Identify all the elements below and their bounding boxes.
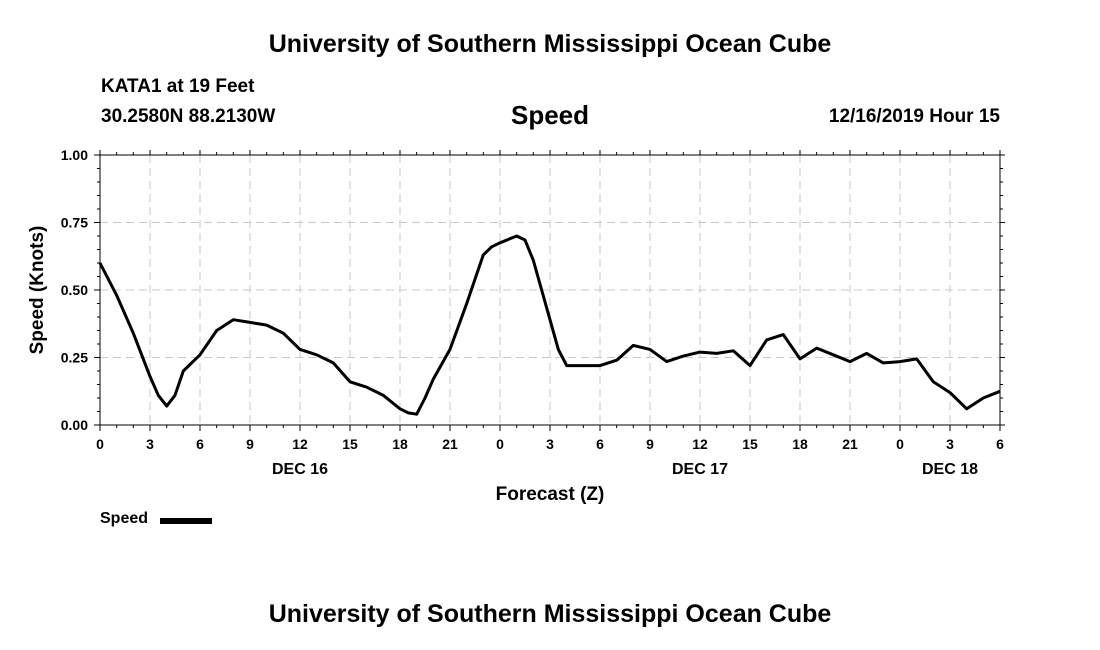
legend-label: Speed: [100, 510, 149, 527]
x-tick-label: 3: [146, 436, 154, 452]
x-tick-label: 12: [692, 436, 708, 452]
x-tick-label: 0: [896, 436, 904, 452]
x-axis-title: Forecast (Z): [496, 484, 605, 505]
x-tick-label: 12: [292, 436, 308, 452]
y-tick-label: 0.00: [61, 417, 88, 433]
y-tick-label: 0.50: [61, 282, 88, 298]
day-label: DEC 17: [672, 461, 728, 478]
top-title: University of Southern Mississippi Ocean…: [268, 30, 832, 58]
x-tick-label: 21: [442, 436, 458, 452]
x-tick-label: 6: [596, 436, 604, 452]
label-layer: 0 3 6 9 12 15 18 21 0 3 6 9 12 15 18 21 0 3 6 0.00 0.25 0.50 0…: [61, 147, 1004, 478]
x-tick-label: 15: [742, 436, 758, 452]
x-tick-label: 9: [246, 436, 254, 452]
grid-layer: [100, 155, 1000, 425]
y-tick-label: 0.75: [61, 215, 88, 231]
x-tick-label: 21: [842, 436, 858, 452]
coordinates-label: 30.2580N 88.2130W: [101, 106, 276, 127]
x-tick-label: 0: [496, 436, 504, 452]
y-tick-label: 1.00: [61, 147, 88, 163]
variable-title: Speed: [510, 100, 590, 130]
x-tick-label: 0: [96, 436, 104, 452]
day-label: DEC 18: [922, 461, 978, 478]
x-tick-label: 3: [546, 436, 554, 452]
bottom-title: University of Southern Mississippi Ocean…: [268, 600, 832, 628]
x-tick-label: 6: [996, 436, 1004, 452]
y-tick-label: 0.25: [61, 350, 88, 366]
x-tick-label: 3: [946, 436, 954, 452]
station-label: KATA1 at 19 Feet: [101, 76, 255, 97]
tick-layer: [94, 150, 1005, 431]
run-time-label: 12/16/2019 Hour 15: [828, 106, 1000, 127]
legend-swatch: [160, 518, 212, 524]
x-tick-label: 18: [392, 436, 408, 452]
x-tick-label: 15: [342, 436, 358, 452]
day-label: DEC 16: [272, 461, 328, 478]
x-tick-label: 9: [646, 436, 654, 452]
speed-series-line: [98, 234, 1001, 416]
x-tick-label: 6: [196, 436, 204, 452]
y-axis-title: Speed (Knots): [27, 226, 48, 355]
x-tick-label: 18: [792, 436, 808, 452]
